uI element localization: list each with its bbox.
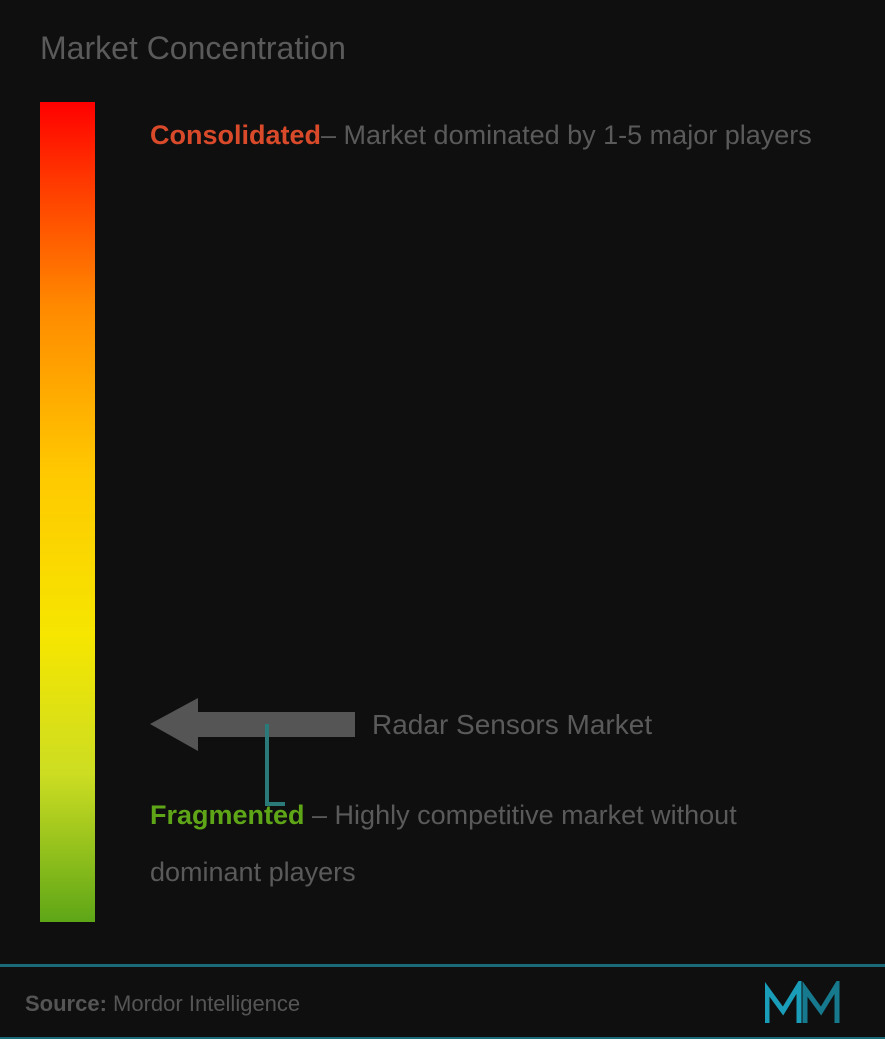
- fragmented-label-row: Fragmented – Highly competitive market w…: [150, 787, 845, 900]
- consolidated-label: Consolidated: [150, 120, 321, 150]
- market-label: Radar Sensors Market: [372, 709, 652, 741]
- source-text: Source: Mordor Intelligence: [25, 991, 300, 1017]
- consolidated-desc: – Market dominated by 1-5 major players: [321, 120, 812, 150]
- footer: Source: Mordor Intelligence: [0, 964, 885, 1039]
- arrow-left-icon: [150, 692, 360, 757]
- concentration-gradient-bar: [40, 102, 95, 922]
- source-value: Mordor Intelligence: [113, 991, 300, 1016]
- source-label: Source:: [25, 991, 107, 1016]
- consolidated-label-row: Consolidated– Market dominated by 1-5 ma…: [150, 107, 812, 164]
- content-area: Consolidated– Market dominated by 1-5 ma…: [40, 102, 845, 942]
- infographic-container: Market Concentration: [0, 0, 885, 1039]
- footer-inner: Source: Mordor Intelligence: [0, 967, 885, 1026]
- fragmented-label: Fragmented: [150, 800, 305, 830]
- page-title: Market Concentration: [40, 30, 845, 67]
- market-indicator: Radar Sensors Market: [150, 692, 652, 757]
- brand-logo-icon: [765, 981, 860, 1026]
